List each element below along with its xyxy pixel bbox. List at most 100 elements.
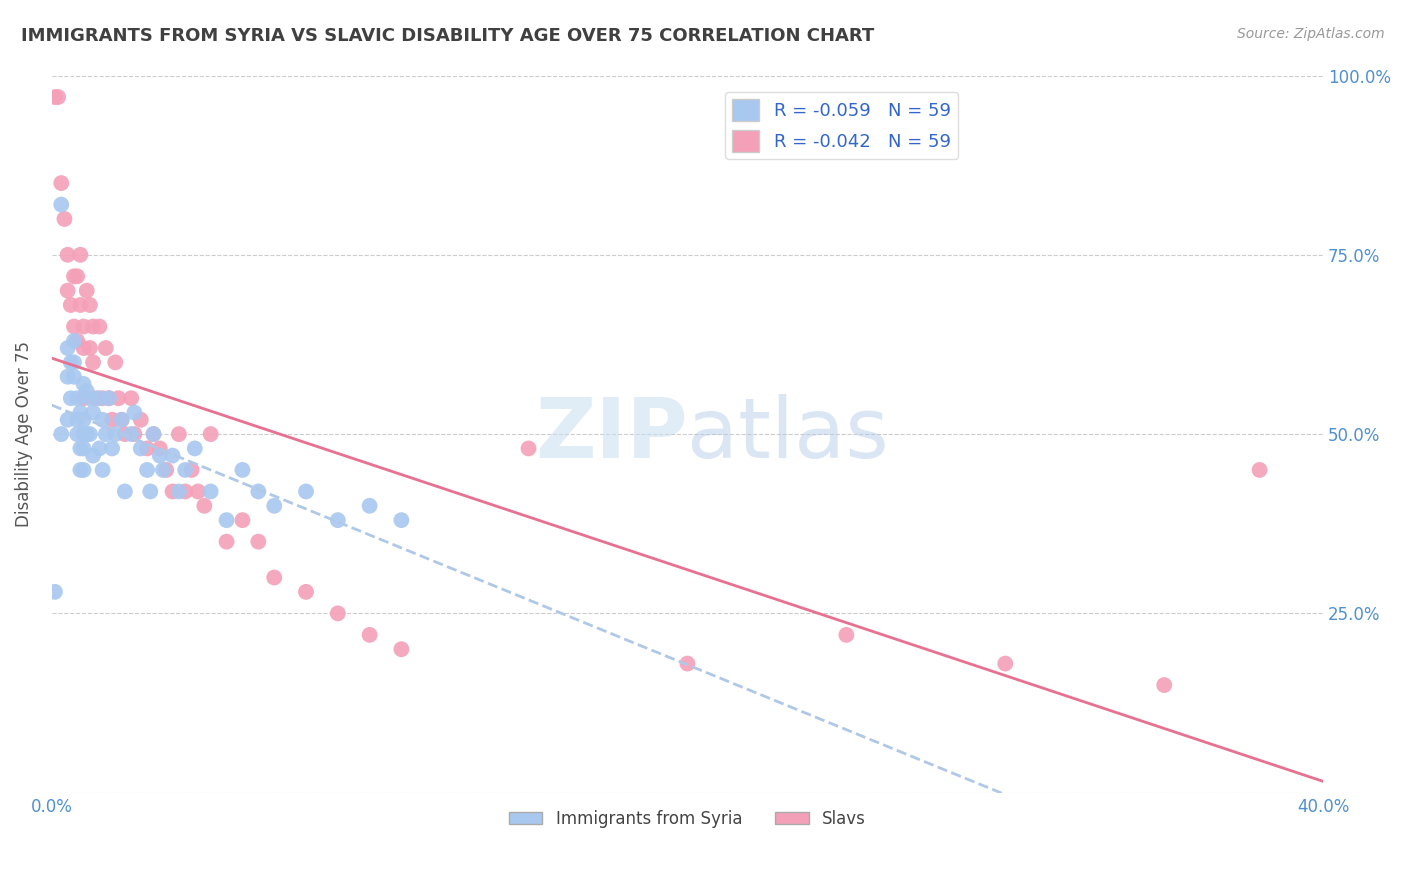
Point xyxy=(263,570,285,584)
Point xyxy=(72,413,94,427)
Point xyxy=(155,463,177,477)
Point xyxy=(63,369,86,384)
Point xyxy=(162,449,184,463)
Point xyxy=(82,449,104,463)
Y-axis label: Disability Age Over 75: Disability Age Over 75 xyxy=(15,341,32,527)
Point xyxy=(72,319,94,334)
Point xyxy=(994,657,1017,671)
Point xyxy=(44,90,66,104)
Point xyxy=(66,413,89,427)
Point xyxy=(66,334,89,348)
Point xyxy=(247,484,270,499)
Point xyxy=(51,427,73,442)
Point xyxy=(231,463,253,477)
Point xyxy=(59,391,82,405)
Point xyxy=(51,197,73,211)
Point xyxy=(152,463,174,477)
Point xyxy=(97,391,120,405)
Point xyxy=(91,413,114,427)
Point xyxy=(200,427,222,442)
Point xyxy=(124,406,146,420)
Point xyxy=(66,269,89,284)
Legend: Immigrants from Syria, Slavs: Immigrants from Syria, Slavs xyxy=(502,803,873,835)
Point xyxy=(184,442,207,456)
Point xyxy=(139,484,162,499)
Point xyxy=(149,449,172,463)
Point xyxy=(46,90,69,104)
Point xyxy=(136,463,159,477)
Point xyxy=(180,463,202,477)
Point xyxy=(76,284,98,298)
Point xyxy=(72,427,94,442)
Point xyxy=(56,413,79,427)
Point xyxy=(129,442,152,456)
Point xyxy=(56,284,79,298)
Text: atlas: atlas xyxy=(688,393,889,475)
Point xyxy=(79,427,101,442)
Point xyxy=(72,341,94,355)
Point xyxy=(82,319,104,334)
Point xyxy=(94,341,117,355)
Point xyxy=(72,442,94,456)
Point xyxy=(89,442,111,456)
Point xyxy=(79,341,101,355)
Point xyxy=(69,463,91,477)
Point xyxy=(142,427,165,442)
Point xyxy=(187,484,209,499)
Point xyxy=(389,513,412,527)
Point xyxy=(91,391,114,405)
Point xyxy=(72,391,94,405)
Point xyxy=(114,484,136,499)
Point xyxy=(56,341,79,355)
Point xyxy=(69,298,91,312)
Point xyxy=(59,355,82,369)
Point xyxy=(167,484,190,499)
Text: ZIP: ZIP xyxy=(534,393,688,475)
Point xyxy=(69,248,91,262)
Point xyxy=(142,427,165,442)
Point xyxy=(359,499,381,513)
Point xyxy=(82,406,104,420)
Point xyxy=(120,427,142,442)
Point xyxy=(101,442,124,456)
Point xyxy=(120,391,142,405)
Point xyxy=(63,319,86,334)
Point xyxy=(69,406,91,420)
Point xyxy=(51,176,73,190)
Point xyxy=(63,334,86,348)
Point xyxy=(91,463,114,477)
Point xyxy=(72,463,94,477)
Point xyxy=(94,427,117,442)
Point xyxy=(162,484,184,499)
Point xyxy=(111,413,134,427)
Point xyxy=(835,628,858,642)
Point xyxy=(76,427,98,442)
Text: Source: ZipAtlas.com: Source: ZipAtlas.com xyxy=(1237,27,1385,41)
Point xyxy=(129,413,152,427)
Point xyxy=(326,513,349,527)
Point xyxy=(359,628,381,642)
Point xyxy=(215,513,238,527)
Point xyxy=(111,413,134,427)
Point xyxy=(44,585,66,599)
Point xyxy=(149,442,172,456)
Point xyxy=(63,269,86,284)
Point xyxy=(200,484,222,499)
Point xyxy=(66,391,89,405)
Point xyxy=(295,585,318,599)
Point xyxy=(326,607,349,621)
Point xyxy=(76,384,98,398)
Text: IMMIGRANTS FROM SYRIA VS SLAVIC DISABILITY AGE OVER 75 CORRELATION CHART: IMMIGRANTS FROM SYRIA VS SLAVIC DISABILI… xyxy=(21,27,875,45)
Point xyxy=(84,391,107,405)
Point xyxy=(517,442,540,456)
Point xyxy=(56,248,79,262)
Point xyxy=(53,211,76,226)
Point xyxy=(89,319,111,334)
Point xyxy=(63,355,86,369)
Point xyxy=(389,642,412,657)
Point xyxy=(104,427,127,442)
Point xyxy=(59,298,82,312)
Point xyxy=(101,413,124,427)
Point xyxy=(193,499,215,513)
Point xyxy=(79,391,101,405)
